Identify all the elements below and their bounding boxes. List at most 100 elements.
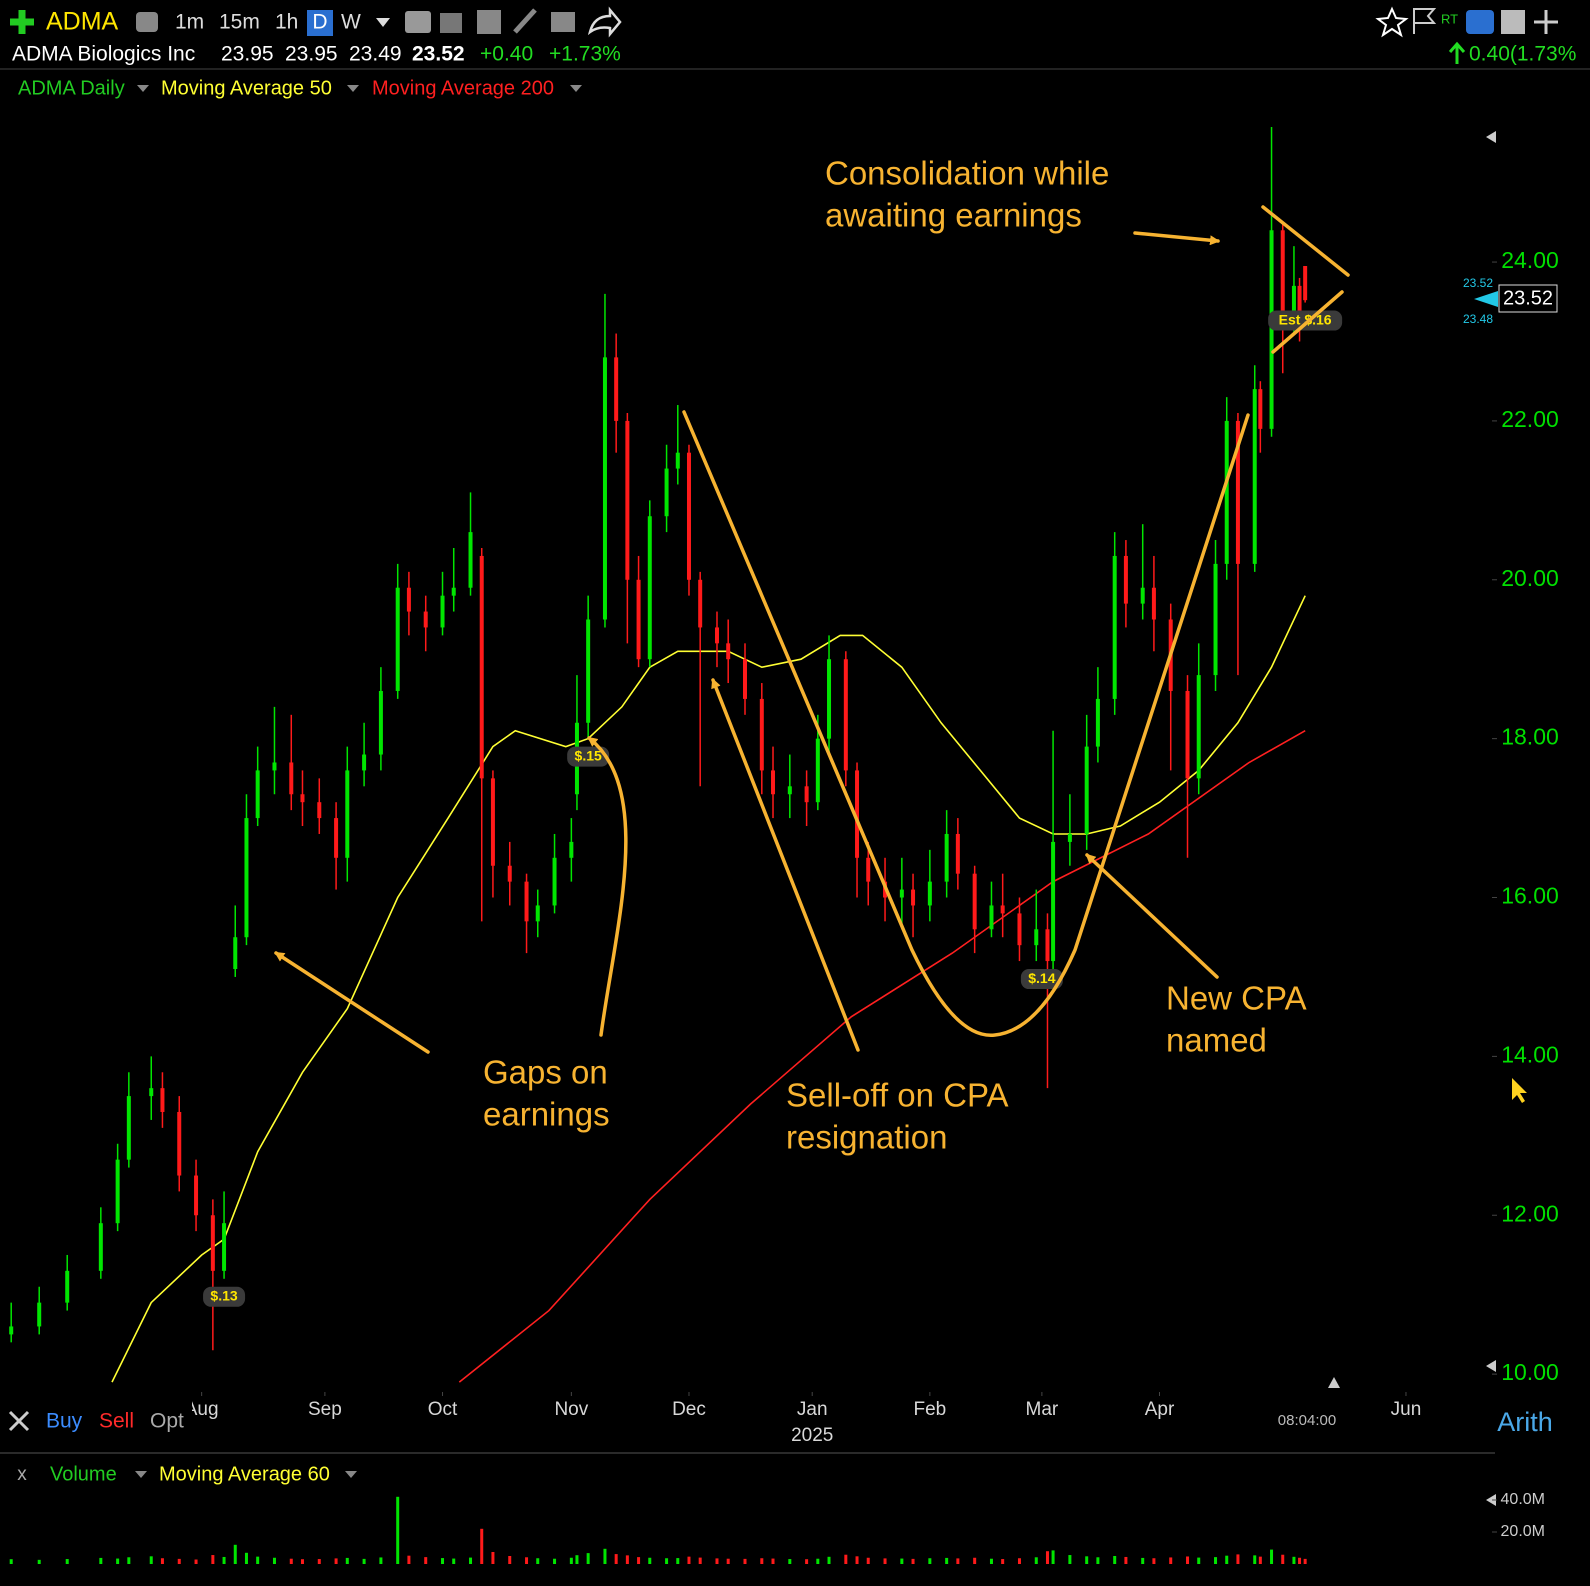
volume-bar: [272, 1557, 276, 1564]
icon[interactable]: [405, 11, 431, 33]
dropdown[interactable]: [376, 18, 390, 27]
volume-bar: [1124, 1556, 1128, 1564]
candle-body: [1067, 833, 1072, 842]
icon[interactable]: [1534, 10, 1558, 34]
arrow: [1133, 231, 1220, 246]
scroll-marker[interactable]: [1486, 1494, 1496, 1506]
opt-button[interactable]: Opt: [150, 1410, 184, 1433]
dropdown[interactable]: [135, 1471, 147, 1478]
scroll-marker[interactable]: [1486, 131, 1496, 143]
y-tick-label: 12.00: [1501, 1200, 1559, 1226]
scale-mode[interactable]: Arith: [1497, 1407, 1553, 1437]
dropdown[interactable]: [345, 1471, 357, 1478]
last: 23.52: [412, 43, 465, 66]
flag-icon[interactable]: [1413, 8, 1437, 34]
candle-body: [378, 690, 383, 755]
change-right: 0.40(1.73%: [1469, 43, 1576, 66]
interval[interactable]: D: [312, 11, 327, 34]
candle-body: [395, 587, 400, 691]
x-tick-label: Aug: [185, 1399, 219, 1420]
rt[interactable]: RT: [1441, 11, 1458, 26]
marker-arrow: [1474, 291, 1498, 307]
candle-body: [149, 1088, 154, 1097]
icon[interactable]: [136, 12, 158, 32]
dropdown[interactable]: [347, 85, 359, 92]
candle-body: [911, 889, 916, 906]
x-tick-label: Apr: [1145, 1399, 1175, 1420]
icon[interactable]: [1501, 10, 1525, 34]
volume-bar: [1034, 1557, 1038, 1564]
candle-body: [255, 770, 260, 819]
candle-body: [1095, 698, 1100, 747]
dropdown[interactable]: [570, 85, 582, 92]
candle-body: [815, 738, 820, 803]
volume-bar: [1113, 1556, 1117, 1564]
candle-body: [569, 841, 574, 858]
candle-body: [866, 857, 871, 882]
star-icon[interactable]: [1375, 6, 1409, 38]
interval[interactable]: 1h: [275, 11, 298, 34]
candle-body: [771, 770, 776, 795]
symbol[interactable]: ADMA: [46, 8, 119, 36]
bid: 23.48: [1463, 312, 1493, 326]
volume-bar: [553, 1558, 557, 1564]
candle-body: [625, 420, 630, 580]
volume-bar: [362, 1558, 366, 1564]
volume-bar: [1085, 1556, 1089, 1564]
icon[interactable]: [8, 1410, 30, 1432]
volume-tick-label: 40.0M: [1501, 1491, 1545, 1508]
candle-body: [1224, 420, 1229, 564]
legend-entry[interactable]: Moving Average 50: [161, 77, 332, 99]
interval[interactable]: 15m: [219, 11, 260, 34]
scroll-marker[interactable]: [1486, 1360, 1496, 1372]
dropdown[interactable]: [137, 85, 149, 92]
volume-tick-label: 20.0M: [1501, 1523, 1545, 1540]
candle-body: [423, 611, 428, 628]
legend-entry[interactable]: ADMA Daily: [18, 77, 125, 99]
legend-entry[interactable]: Moving Average 60: [159, 1463, 330, 1485]
up-arrow: [1448, 41, 1466, 64]
volume-bar: [827, 1556, 831, 1564]
icon[interactable]: [551, 12, 575, 32]
buy-button[interactable]: Buy: [46, 1410, 83, 1433]
annotation-text: New CPA: [1166, 980, 1307, 1017]
volume-bar: [116, 1558, 120, 1564]
volume-bar: [883, 1558, 887, 1564]
arrow: [711, 678, 860, 1052]
moving-average-line: [458, 730, 1306, 1383]
candle-body: [855, 770, 860, 858]
candle-body: [1291, 285, 1296, 318]
volume-bar: [625, 1555, 629, 1564]
icon[interactable]: [477, 10, 501, 34]
legend-entry[interactable]: Moving Average 200: [372, 77, 554, 99]
scroll-marker[interactable]: [1328, 1377, 1340, 1388]
interval[interactable]: W: [341, 11, 361, 34]
volume-bar: [1214, 1557, 1218, 1564]
ask: 23.52: [1463, 276, 1493, 290]
earnings-label: Est $.16: [1279, 311, 1332, 327]
legend-entry[interactable]: Volume: [50, 1463, 117, 1485]
icon[interactable]: [1466, 10, 1494, 34]
y-tick-label: 14.00: [1501, 1041, 1559, 1067]
volume-bar: [407, 1555, 411, 1564]
share-icon[interactable]: [587, 6, 622, 38]
y-tick-label: 10.00: [1501, 1359, 1559, 1385]
volume-pane: 40.0M 20.0M: [9, 1491, 1545, 1564]
interval[interactable]: 1m: [175, 11, 204, 34]
volume-bar: [1281, 1554, 1285, 1564]
icon[interactable]: [513, 8, 537, 34]
legend: ADMA Daily Moving Average 50 Moving Aver…: [18, 77, 582, 99]
volume-bar: [1169, 1557, 1173, 1564]
close-pane[interactable]: x: [17, 1464, 27, 1485]
interval-active[interactable]: [307, 10, 333, 36]
icon[interactable]: [440, 13, 462, 33]
arrow: [1085, 853, 1219, 979]
volume-bar: [676, 1558, 680, 1564]
add-icon[interactable]: [10, 10, 34, 34]
x-tick-label: 2025: [791, 1425, 833, 1446]
sell-button[interactable]: Sell: [99, 1410, 134, 1433]
candle-body: [1258, 389, 1263, 429]
open: 23.95: [221, 43, 274, 66]
volume-bar: [1292, 1556, 1296, 1564]
